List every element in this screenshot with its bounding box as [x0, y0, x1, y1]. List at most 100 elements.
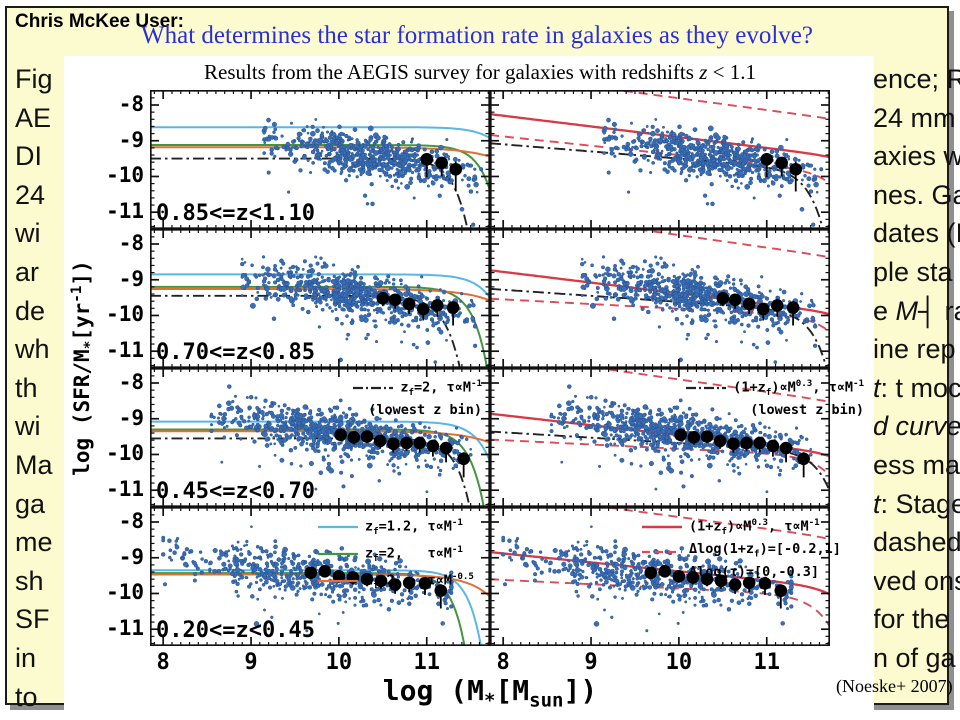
y-tick-label: -8 [118, 92, 144, 116]
redshift-bin-label: 0.45<=z<0.70 [156, 479, 315, 504]
legend-label: zf=2, τ∝M-0.5 [365, 571, 474, 592]
curve-red_dashed-dashed [610, 90, 830, 120]
slide-question-title: What determines the star formation rate … [141, 22, 813, 49]
caption-line-fragment: t: Stage [873, 488, 960, 519]
legend-line: (lowest z bin) [750, 402, 864, 419]
caption-line-fragment: n of ga [873, 642, 956, 673]
caption-line-fragment: ga [15, 488, 46, 519]
curve-dashdot-dashdot [150, 294, 461, 368]
y-tick-label: -10 [106, 441, 144, 466]
panel-border [150, 90, 491, 230]
legend-sample-red-solid-line [642, 525, 682, 529]
legend-label: (1+zf)∝M0.3, τ∝M-1 [689, 517, 820, 538]
caption-line-fragment: ved ons [873, 565, 960, 596]
legend-row3_left: zf=2, τ∝M-1 (lowest z bin) [290, 375, 482, 419]
caption-line-fragment: ple sta [873, 256, 953, 287]
median-points [334, 428, 470, 478]
y-tick-label: -10 [106, 163, 144, 188]
panel-border [489, 506, 830, 646]
caption-line-fragment: in [15, 642, 37, 673]
caption-line-fragment: Ma [15, 449, 53, 480]
legend-line: (1+zf)∝M0.3, τ∝M-1 [640, 514, 820, 540]
caption-line-fragment: wh [15, 334, 50, 365]
panel-border [150, 367, 491, 508]
legend-line: (lowest z bin) [368, 402, 482, 419]
x-tick-label: 9 [244, 650, 258, 675]
curve-red_dashed-dashed [629, 229, 830, 259]
caption-line-fragment: Fig [15, 64, 53, 94]
x-tick-label: 10 [325, 650, 353, 675]
legend-row4_right: (1+zf)∝M0.3, τ∝M-1 Δlog(1+zf)=[-0.2,1] Δlo… [640, 514, 870, 581]
scatter-cloud [580, 255, 818, 364]
caption-line-fragment: 24 mm [873, 102, 956, 133]
x-axis-title: log (M*[Msun]) [382, 674, 598, 712]
curve-orange-solid [150, 146, 490, 158]
panel-border [489, 367, 830, 508]
figure-title: Results from the AEGIS survey for galaxi… [204, 60, 756, 84]
caption-line-fragment: SF [15, 604, 50, 635]
legend-line: zf=1.2, τ∝M-1 [316, 514, 463, 540]
user-heading: Chris McKee User: [15, 11, 184, 32]
legend-sample-green-line [318, 553, 358, 556]
panel-border [150, 228, 491, 369]
median-points [760, 153, 803, 192]
curve-red_dashed-dashed [591, 368, 830, 403]
redshift-bin-label: 0.70<=z<0.85 [156, 340, 315, 365]
caption-line-fragment: wi [15, 218, 41, 249]
scatter-cloud [601, 117, 824, 227]
y-tick-label: -11 [106, 616, 144, 641]
caption-line-fragment: AE [15, 102, 52, 133]
citation: (Noeske+ 2007) [836, 676, 953, 696]
x-tick-label: 10 [665, 650, 693, 675]
caption-line-fragment: dashed [873, 527, 960, 558]
caption-line-fragment: sh [15, 565, 44, 596]
panel-r1c2 [489, 90, 830, 230]
median-points [716, 292, 800, 326]
curve-cyan-solid [150, 126, 490, 140]
curve-red_dashed-dashed [490, 438, 830, 477]
caption-line-fragment: 24 [15, 179, 46, 210]
caption-line-fragment: ar [15, 256, 40, 287]
median-points [376, 292, 460, 326]
y-tick-label: -9 [118, 127, 144, 152]
panel-border [150, 506, 491, 646]
aegis-figure: Results from the AEGIS survey for galaxi… [64, 56, 874, 720]
caption-line-fragment: ess ma [873, 449, 960, 480]
y-tick-label: -11 [106, 199, 144, 224]
caption-line-fragment: wi [15, 411, 41, 442]
legend-sample-dashdot-line [686, 386, 727, 390]
curve-green-solid [150, 144, 490, 191]
x-tick-label: 9 [584, 650, 598, 675]
legend-label: zf=2, τ∝M-1 [365, 544, 463, 565]
median-points [420, 153, 463, 192]
legend-sample-dashdot-line [353, 386, 394, 390]
caption-line-fragment: to [15, 681, 38, 712]
panel-r3c1 [150, 367, 491, 508]
x-tick-label: 11 [413, 650, 440, 675]
caption-line-fragment: de [15, 295, 46, 326]
model-curves [150, 126, 490, 229]
legend-sample-cyan-line [318, 525, 358, 529]
x-tick-label: 8 [496, 650, 510, 675]
redshift-bin-label: 0.20<=z<0.45 [156, 618, 315, 643]
legend-label: Δlog(τ)=[0,-0.3] [689, 563, 820, 580]
panel-r4c2 [489, 506, 830, 646]
legend-line: (1+zf)∝M0.3, τ∝M-1 [684, 375, 864, 401]
y-tick-label: -8 [118, 370, 144, 394]
caption-line-fragment: for the [873, 604, 950, 635]
y-tick-label: -10 [106, 580, 144, 605]
x-tick-label: 11 [753, 650, 780, 675]
legend-line: Δlog(τ)=[0,-0.3] [640, 564, 819, 581]
panel-border [489, 228, 830, 369]
legend-line: zf=2, τ∝M-0.5 [316, 568, 474, 594]
legend-label: (lowest z bin) [368, 402, 482, 419]
y-tick-label: -8 [118, 231, 144, 255]
legend-label: Δlog(1+zf)=[-0.2,1] [689, 541, 841, 560]
median-points [304, 565, 448, 609]
panel-r1c1 [150, 90, 491, 230]
caption-line-fragment: d curve [873, 411, 960, 442]
legend-label: zf=1.2, τ∝M-1 [365, 517, 463, 538]
caption-line-fragment: ine rep [873, 334, 956, 365]
scatter-cloud [261, 117, 484, 227]
